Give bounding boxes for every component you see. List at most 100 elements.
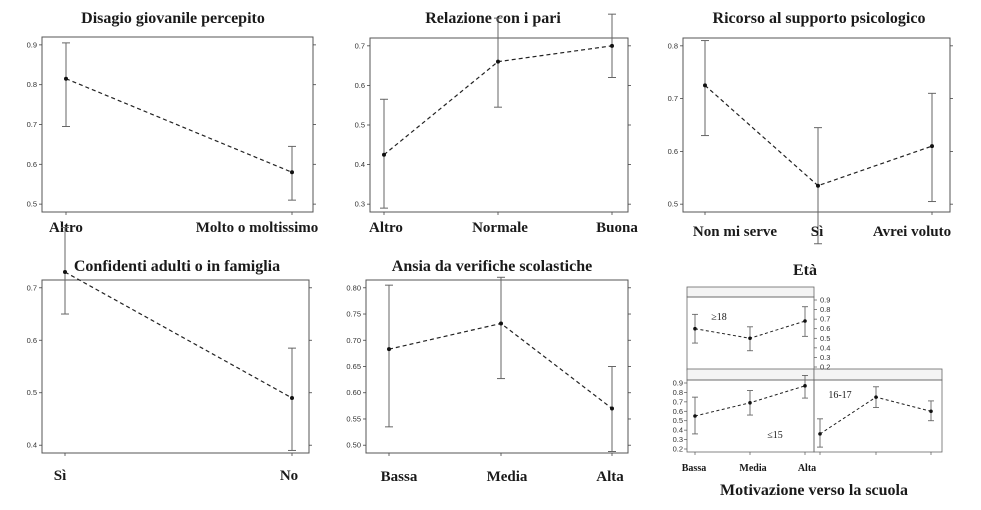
y-tick-label: 0.7 — [27, 120, 37, 129]
panel-label: ≥18 — [711, 312, 727, 323]
y-tick-label: 0.7 — [27, 283, 37, 292]
series-line — [64, 271, 293, 399]
y-tick-label: 0.6 — [668, 147, 678, 156]
plot-frame — [369, 37, 629, 213]
panel-label: ≤15 — [767, 430, 783, 441]
data-point — [499, 321, 503, 326]
data-point — [387, 347, 391, 352]
y-tick-label: 0.5 — [27, 200, 37, 209]
x-category-label: Altro — [49, 220, 83, 236]
data-point — [290, 170, 294, 175]
y-tick-label: 0.4 — [27, 441, 37, 450]
x-category-label: Sì — [54, 468, 67, 484]
y-tick-label: 0.6 — [27, 160, 37, 169]
data-point — [748, 401, 752, 405]
chart-title: Disagio giovanile percepito — [81, 10, 265, 27]
chart-title: Età — [793, 262, 817, 279]
y-tick-label: 0.4 — [673, 426, 683, 435]
data-point — [929, 409, 933, 414]
data-point — [874, 395, 878, 399]
plot-frame — [41, 279, 310, 454]
x-category-label: Buona — [596, 220, 638, 236]
x-category-label: Sì — [811, 224, 824, 240]
y-tick-label: 0.3 — [355, 200, 365, 209]
y-tick-label: 0.8 — [820, 305, 830, 314]
plot-frame — [682, 37, 951, 213]
data-point — [63, 270, 67, 275]
chart-panel-2: Ricorso al supporto psicologico 0.5 0.6 0.7… — [668, 10, 953, 245]
x-category-label: Media — [487, 469, 528, 485]
data-point — [290, 395, 294, 400]
data-point — [496, 59, 500, 64]
panel-label: 16-17 — [828, 390, 851, 401]
plot-frame — [686, 296, 815, 371]
chart-panel-5: Età Motivazione verso la scuola ≥18 ≤15 16-1… — [673, 262, 943, 499]
chart-title: Relazione con i pari — [425, 10, 561, 27]
data-point — [64, 76, 68, 81]
y-tick-label: 0.6 — [673, 407, 683, 416]
x-category-label: Molto o moltissimo — [196, 220, 318, 236]
data-point — [803, 384, 807, 388]
series-line — [65, 78, 293, 173]
data-point — [816, 183, 820, 188]
x-category-label: Alta — [798, 463, 816, 474]
y-tick-label: 0.4 — [820, 343, 830, 352]
chart-panel-0: Disagio giovanile percepito 0.5 0.6 0.7 0.8 0… — [27, 10, 319, 236]
y-tick-label: 0.5 — [673, 416, 683, 425]
y-tick-label: 0.50 — [346, 441, 361, 450]
x-category-label: Media — [739, 463, 766, 474]
y-tick-label: 0.60 — [346, 388, 361, 397]
x-category-label: Non mi serve — [693, 224, 777, 240]
y-tick-label: 0.7 — [668, 94, 678, 103]
y-tick-label: 0.6 — [820, 324, 830, 333]
data-point — [930, 144, 934, 149]
y-tick-label: 0.9 — [27, 40, 37, 49]
y-tick-label: 0.9 — [673, 379, 683, 388]
data-point — [818, 432, 822, 436]
x-category-label: Alta — [596, 469, 624, 485]
x-axis-title: Motivazione verso la scuola — [720, 482, 908, 499]
x-category-label: Avrei voluto — [873, 224, 951, 240]
y-tick-label: 0.8 — [27, 80, 37, 89]
strip-header — [686, 368, 815, 381]
x-category-label: Normale — [472, 220, 528, 236]
y-tick-label: 0.7 — [820, 315, 830, 324]
series-line — [819, 396, 932, 435]
data-point — [610, 406, 614, 411]
y-tick-label: 0.6 — [355, 81, 365, 90]
chart-panel-1: Relazione con i pari 0.3 0.4 0.5 0.6 0.7 Altro… — [355, 10, 639, 236]
y-tick-label: 0.5 — [355, 121, 365, 130]
y-tick-label: 0.5 — [668, 200, 678, 209]
chart-title: Confidenti adulti o in famiglia — [74, 258, 280, 275]
y-tick-label: 0.2 — [820, 363, 830, 372]
y-tick-label: 0.8 — [668, 41, 678, 50]
chart-panel-3: Confidenti adulti o in famiglia 0.4 0.5 0.6… — [27, 226, 312, 484]
x-category-label: Bassa — [682, 463, 706, 474]
strip-header — [686, 286, 815, 298]
y-tick-label: 0.3 — [673, 435, 683, 444]
y-tick-label: 0.6 — [27, 336, 37, 345]
strip-header — [813, 368, 943, 381]
y-tick-label: 0.55 — [346, 414, 361, 423]
y-tick-label: 0.3 — [820, 353, 830, 362]
plot-frame — [365, 279, 629, 454]
y-tick-label: 0.5 — [820, 334, 830, 343]
y-tick-label: 0.9 — [820, 296, 830, 305]
y-tick-label: 0.75 — [346, 310, 361, 319]
chart-title: Ricorso al supporto psicologico — [713, 10, 926, 27]
y-tick-label: 0.80 — [346, 283, 361, 292]
data-point — [382, 152, 386, 157]
y-tick-label: 0.7 — [673, 397, 683, 406]
data-point — [703, 83, 707, 88]
chart-panel-4: Ansia da verifiche scolastiche 0.50 0.55 0.… — [346, 258, 631, 485]
y-tick-label: 0.5 — [27, 388, 37, 397]
data-point — [610, 43, 614, 48]
data-point — [803, 319, 807, 323]
y-tick-label: 0.8 — [673, 388, 683, 397]
y-tick-label: 0.2 — [673, 445, 683, 454]
y-tick-label: 0.70 — [346, 336, 361, 345]
x-category-label: Altro — [369, 220, 403, 236]
data-point — [693, 414, 697, 418]
series-line — [704, 84, 933, 187]
x-category-label: No — [280, 468, 298, 484]
